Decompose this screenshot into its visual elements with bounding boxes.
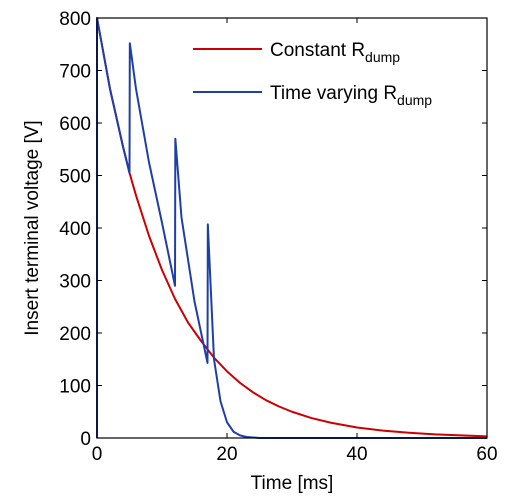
x-tick-label: 60 (476, 444, 497, 465)
y-tick-label: 300 (59, 272, 91, 293)
plot-frame (96, 17, 488, 439)
x-tick-label: 0 (92, 444, 103, 465)
x-tick-label: 40 (346, 444, 367, 465)
series-line-0 (96, 17, 488, 438)
y-tick-label: 700 (59, 62, 91, 83)
y-axis-label: Insert terminal voltage [V] (22, 120, 43, 335)
y-tick-label: 100 (59, 377, 91, 398)
series-layer (96, 17, 488, 439)
y-tick-label: 800 (59, 9, 91, 30)
series-line-1 (96, 17, 487, 439)
legend-label-constant: Constant Rdump (270, 40, 400, 65)
legend-label-time-varying: Time varying Rdump (270, 83, 432, 108)
y-tick-label: 0 (80, 429, 91, 450)
y-tick-label: 400 (59, 219, 91, 240)
plot-background (97, 18, 487, 438)
x-tick-label: 20 (216, 444, 237, 465)
x-axis-label: Time [ms] (251, 473, 334, 494)
y-tick-label: 600 (59, 114, 91, 135)
legend: Constant Rdump Time varying Rdump (193, 40, 432, 108)
y-tick-label: 200 (59, 324, 91, 345)
y-tick-label: 500 (59, 167, 91, 188)
